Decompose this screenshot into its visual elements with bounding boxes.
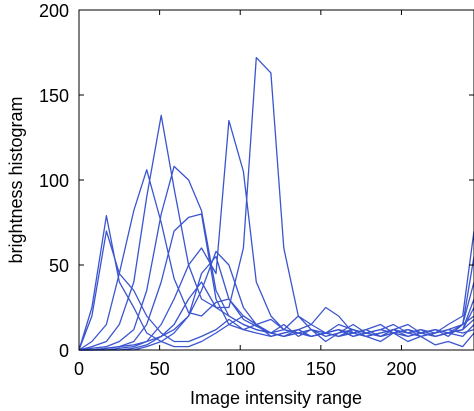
y-tick-label: 50 xyxy=(49,256,69,276)
plot-frame xyxy=(78,9,474,351)
y-axis-title: brightness histogram xyxy=(6,96,26,263)
series-line-3 xyxy=(78,169,474,351)
series-line-8 xyxy=(79,56,474,351)
tick-layer: 0 50 100 150 200 0 50 100 150 200 xyxy=(39,1,474,379)
series-line-10 xyxy=(79,255,474,351)
series-layer xyxy=(78,56,474,351)
y-tick-label: 150 xyxy=(39,86,69,106)
x-tick-label: 200 xyxy=(386,359,416,379)
x-tick-label: 100 xyxy=(225,359,255,379)
y-tick-label: 200 xyxy=(39,1,69,21)
x-tick-label: 0 xyxy=(74,359,84,379)
y-tick-label: 0 xyxy=(59,341,69,361)
series-line-1 xyxy=(78,215,474,351)
y-tick-label: 100 xyxy=(39,171,69,191)
x-tick-label: 150 xyxy=(306,359,336,379)
series-line-9 xyxy=(79,250,474,351)
x-tick-label: 50 xyxy=(150,359,170,379)
x-axis-title: Image intensity range xyxy=(190,388,362,408)
